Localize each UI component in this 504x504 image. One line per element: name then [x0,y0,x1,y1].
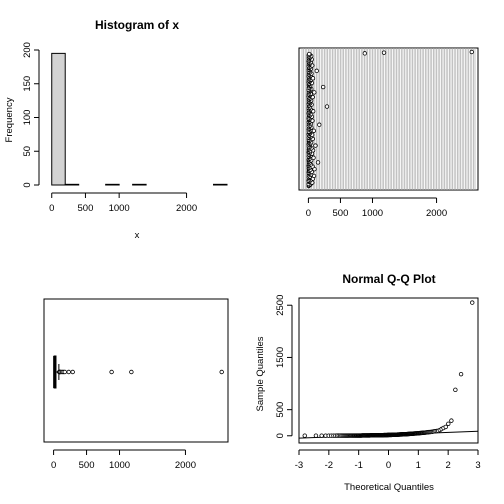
strip-x-tick-label: 2000 [426,208,447,219]
histogram-panel: Histogram of x x Frequency 0 500 1000 2000 … [4,18,228,241]
histogram-x-label: x [135,230,140,241]
histogram-bar [51,52,66,186]
qq-point [302,433,307,438]
histogram-y-tick-label: 50 [22,146,33,157]
qq-x-tick-label: 1 [416,460,421,471]
qq-point [453,387,458,393]
strip-point [381,50,387,55]
histogram-bars [51,52,228,186]
strip-points [306,49,474,189]
strip-x-tick-label: 500 [333,208,349,219]
qq-x-axis: -3 -2 -1 0 1 2 3 [295,449,481,471]
boxplot-outlier [129,369,134,375]
boxplot-marks [53,355,224,389]
qq-point [319,433,324,438]
histogram-x-tick-label: 1000 [109,203,130,214]
strip-x-tick-label: 1000 [362,208,383,219]
strip-grid [301,48,476,190]
strip-point [315,160,321,165]
strip-point [314,68,319,74]
qq-x-tick-label: 3 [475,460,480,471]
histogram-x-tick-label: 0 [49,203,54,214]
boxplot-panel: 0 500 1000 2000 [43,298,229,471]
strip-point [320,84,326,90]
boxplot-plot-box [43,298,229,443]
boxplot-x-tick-label: 1000 [109,460,130,471]
qq-y-label: Sample Quantiles [255,336,266,411]
qq-y-tick-label: 2500 [275,295,286,316]
strip-point [306,51,312,57]
qq-point [449,418,454,423]
boxplot-x-axis: 0 500 1000 2000 [51,449,196,471]
boxplot-outlier [62,369,68,375]
strip-point [324,104,330,109]
qq-plot-box [298,297,479,444]
boxplot-x-tick-label: 0 [51,460,56,471]
qq-point [443,424,448,430]
qq-title: Normal Q-Q Plot [342,272,435,286]
strip-point [312,90,317,95]
qq-y-tick-label: 0 [275,433,286,438]
histogram-bar [132,183,147,186]
qq-points [298,300,479,439]
qq-x-tick-label: 0 [386,460,391,471]
strip-point [313,143,318,148]
boxplot-x-tick-label: 500 [79,460,95,471]
strip-panel: 0 500 1000 2000 [298,47,479,219]
boxplot-x-tick-label: 2000 [175,460,196,471]
qq-point [470,300,475,305]
qq-x-tick-label: 2 [446,460,451,471]
qq-x-tick-label: -1 [354,460,362,471]
qq-x-label: Theoretical Quantiles [344,482,434,493]
strip-x-axis: 0 500 1000 2000 [306,197,447,219]
qq-y-tick-label: 500 [275,402,286,418]
qq-point [446,421,451,426]
histogram-y-tick-label: 150 [22,76,33,92]
histogram-bar [213,183,228,186]
qq-y-tick-label: 1500 [275,347,286,368]
boxplot-outlier [219,369,224,375]
strip-point [469,49,474,55]
histogram-x-tick-label: 2000 [176,203,197,214]
histogram-bar [105,183,120,186]
qq-x-tick-label: -3 [295,460,303,471]
boxplot-outlier [66,369,71,375]
histogram-y-tick-label: 0 [22,182,33,187]
qq-panel: Normal Q-Q Plot Theoretical Quantiles Sa… [255,272,481,493]
qq-point [458,371,464,377]
histogram-bar [64,183,80,186]
strip-point [317,122,322,127]
histogram-title: Histogram of x [95,18,179,32]
strip-point [362,51,367,56]
histogram-x-tick-label: 500 [78,203,94,214]
boxplot-outlier [70,369,75,375]
histogram-x-axis: 0 500 1000 2000 [49,192,197,214]
strip-x-tick-label: 0 [306,208,311,219]
qq-x-tick-label: -2 [325,460,333,471]
histogram-y-tick-label: 100 [22,110,33,126]
histogram-y-label: Frequency [4,97,15,142]
histogram-y-tick-label: 200 [22,42,33,58]
boxplot-outlier [109,369,114,375]
strip-point [311,128,317,133]
qq-y-axis: 0 500 1500 2500 [275,295,293,438]
strip-point [311,155,316,160]
histogram-y-axis: 0 50 100 150 200 [22,42,40,188]
qq-point [313,433,319,438]
